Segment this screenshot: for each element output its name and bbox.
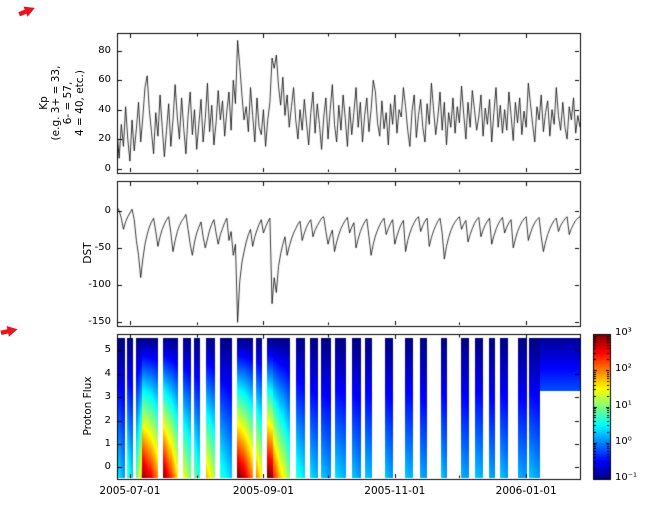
kp-axis-label-line: Kp bbox=[38, 96, 50, 110]
y-tick-label: 5 bbox=[104, 344, 111, 356]
colorbar-tick-label: 10¹ bbox=[615, 399, 632, 411]
y-tick-label: 80 bbox=[98, 44, 111, 56]
annotation-arrow-icon bbox=[16, 1, 39, 25]
x-tick-label: 2005-11-01 bbox=[364, 485, 426, 497]
colorbar-tick-label: 10⁰ bbox=[615, 435, 632, 447]
x-tick-label: 2006-01-01 bbox=[495, 485, 557, 497]
annotation-arrow-icon bbox=[0, 321, 20, 343]
y-tick-label: 3 bbox=[104, 391, 111, 403]
y-tick-label: 0 bbox=[104, 204, 111, 216]
y-tick-label: 20 bbox=[98, 133, 111, 145]
y-tick-label: 1 bbox=[104, 437, 111, 449]
colorbar-tick-label: 10⁻¹ bbox=[615, 472, 638, 483]
y-tick-label: 4 bbox=[104, 367, 111, 379]
y-tick-label: 60 bbox=[98, 74, 111, 86]
y-tick-label: 0 bbox=[104, 461, 111, 473]
kp-axis-label-line: (e.g. 3+ = 33, bbox=[50, 65, 62, 141]
y-tick-label: 2 bbox=[104, 414, 111, 426]
x-tick-label: 2005-09-01 bbox=[232, 485, 294, 497]
y-tick-label: -150 bbox=[88, 316, 111, 328]
x-tick-label: 2005-07-01 bbox=[99, 485, 161, 497]
y-tick-label: -50 bbox=[94, 241, 111, 253]
y-tick-label: 40 bbox=[98, 103, 111, 115]
y-tick-label: -100 bbox=[88, 279, 111, 291]
colorbar-tick-label: 10² bbox=[615, 363, 632, 375]
y-tick-label: 0 bbox=[104, 162, 111, 174]
colorbar-tick-label: 10³ bbox=[615, 327, 632, 338]
